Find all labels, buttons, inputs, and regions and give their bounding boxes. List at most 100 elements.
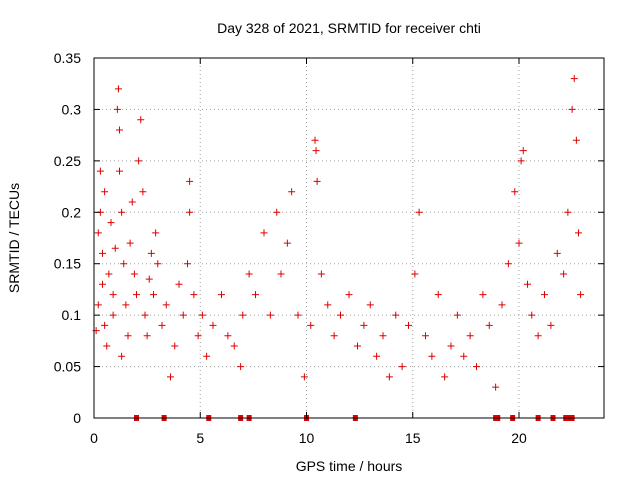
data-point [568, 105, 576, 113]
data-point [519, 147, 527, 155]
data-point [124, 332, 132, 340]
data-point [179, 311, 187, 319]
y-tick-label: 0.05 [54, 359, 81, 375]
data-point [130, 270, 138, 278]
data-point [237, 363, 245, 371]
data-point [150, 291, 157, 299]
data-point [113, 105, 121, 113]
data-point [422, 332, 429, 340]
data-point [224, 332, 232, 340]
data-point [94, 229, 102, 237]
plot-frame [93, 57, 605, 419]
data-point [312, 147, 320, 155]
data-point [141, 311, 149, 319]
data-point [560, 270, 568, 278]
data-point [379, 332, 387, 340]
data-point [504, 260, 512, 268]
data-point [277, 270, 285, 278]
data-point [128, 198, 136, 206]
data-point [135, 157, 143, 165]
data-point [186, 177, 194, 185]
data-point [175, 280, 183, 288]
data-point [114, 85, 122, 93]
data-point [317, 270, 325, 278]
data-point [109, 291, 117, 299]
data-point [385, 373, 393, 381]
data-point [167, 373, 174, 381]
data-point [266, 311, 274, 319]
y-axis-ticks: 0 0.05 0.1 0.15 0.2 0.25 0.3 0.35 [54, 50, 604, 426]
data-point [186, 208, 194, 216]
data-point [118, 352, 126, 360]
y-tick-label: 0.15 [54, 256, 81, 272]
data-point [198, 311, 206, 319]
data-point [324, 301, 332, 309]
data-point [101, 321, 109, 329]
x-tick-label: 10 [299, 430, 315, 446]
data-point [441, 373, 449, 381]
data-point [553, 249, 561, 257]
data-point [330, 332, 338, 340]
data-point [515, 239, 523, 247]
data-point [147, 249, 155, 257]
data-point [498, 301, 506, 309]
data-point [528, 311, 536, 319]
data-point [288, 188, 296, 196]
data-point [294, 311, 302, 319]
data-point [154, 260, 162, 268]
data-point [116, 126, 123, 134]
data-point [485, 321, 493, 329]
data-point [133, 291, 140, 299]
x-tick-label: 5 [196, 430, 204, 446]
data-point [116, 167, 123, 175]
data-point [239, 311, 247, 319]
data-point [99, 249, 106, 257]
data-point [137, 116, 145, 124]
data-point [354, 342, 361, 350]
data-point [260, 229, 268, 237]
data-point [524, 280, 531, 288]
data-point [96, 167, 104, 175]
data-point [218, 291, 225, 299]
y-tick-label: 0.35 [54, 50, 81, 66]
data-point [145, 275, 153, 283]
data-point [479, 291, 487, 299]
data-point [184, 260, 191, 268]
data-point [307, 321, 315, 329]
data-point [158, 321, 166, 329]
data-point [126, 239, 134, 247]
data-point [405, 321, 412, 329]
data-point [366, 301, 374, 309]
y-tick-label: 0.25 [54, 153, 81, 169]
data-point [122, 301, 130, 309]
data-point [337, 311, 344, 319]
data-point [570, 75, 578, 83]
data-point [398, 363, 406, 371]
x-axis-label: GPS time / hours [296, 458, 403, 474]
data-point [447, 342, 455, 350]
data-point [283, 239, 291, 247]
data-point [120, 260, 128, 268]
data-point [162, 301, 170, 309]
y-tick-label: 0.1 [62, 307, 82, 323]
data-point [434, 291, 442, 299]
data-point [300, 373, 308, 381]
data-point [252, 291, 259, 299]
data-point [311, 136, 319, 144]
y-axis-label: SRMTID / TECUs [6, 183, 22, 293]
data-point [99, 280, 106, 288]
data-point [107, 219, 115, 227]
data-point [492, 383, 500, 391]
y-tick-label: 0 [73, 410, 81, 426]
data-point [541, 291, 548, 299]
data-point [203, 352, 211, 360]
data-point [118, 208, 126, 216]
data-point [103, 342, 111, 350]
chart-title: Day 328 of 2021, SRMTID for receiver cht… [217, 20, 481, 36]
x-axis-ticks: 0 5 10 15 20 [90, 58, 527, 446]
data-point [373, 352, 381, 360]
data-point [577, 291, 585, 299]
data-point [460, 352, 468, 360]
data-point [360, 321, 368, 329]
